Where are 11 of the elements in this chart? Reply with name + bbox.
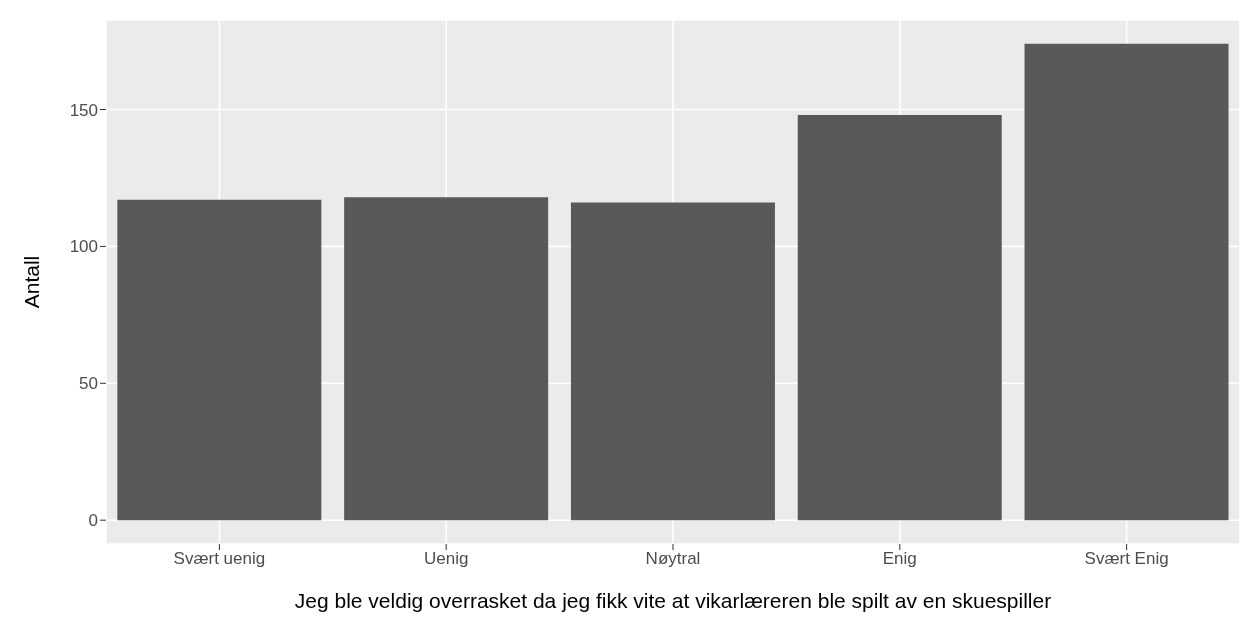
x-tick-label: Nøytral: [645, 549, 701, 569]
y-tick-label: 50: [79, 374, 98, 394]
x-tick-label: Uenig: [423, 549, 469, 569]
x-tick-label: Svært Enig: [1084, 549, 1169, 569]
y-tick-label: 0: [88, 511, 98, 531]
y-tick-label: 150: [69, 100, 98, 120]
x-tick-label: Enig: [882, 549, 917, 569]
x-tick-label: Svært uenig: [173, 549, 266, 569]
y-tick-label: 100: [69, 237, 98, 257]
x-axis-title: Jeg ble veldig overrasket da jeg fikk vite at vikarlæreren ble spilt av en skuespiller: [294, 589, 1052, 612]
y-axis-title: Antall: [20, 255, 44, 309]
